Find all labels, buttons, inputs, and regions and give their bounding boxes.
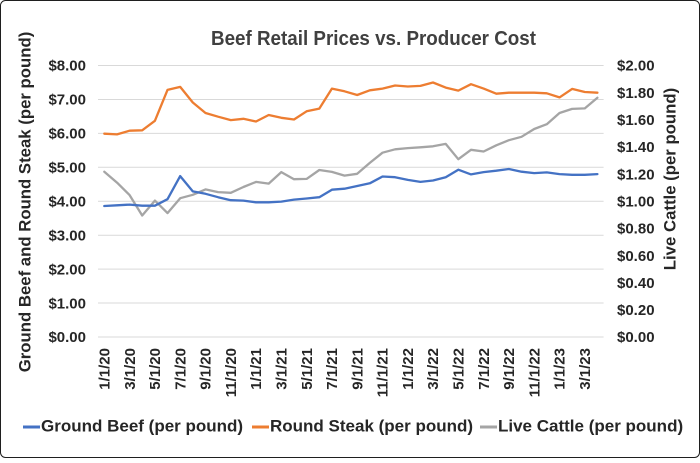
svg-text:5/1/21: 5/1/21 — [299, 348, 316, 390]
svg-text:Beef Retail Prices vs. Produce: Beef Retail Prices vs. Producer Cost — [211, 28, 536, 50]
svg-text:3/1/23: 3/1/23 — [577, 348, 594, 390]
svg-text:$0.00: $0.00 — [48, 329, 86, 346]
svg-text:7/1/21: 7/1/21 — [324, 348, 341, 390]
svg-text:11/1/20: 11/1/20 — [223, 348, 240, 397]
svg-text:$4.00: $4.00 — [48, 193, 86, 210]
svg-text:$0.40: $0.40 — [617, 275, 655, 292]
svg-text:$1.20: $1.20 — [617, 166, 655, 183]
svg-text:Ground Beef (per pound): Ground Beef (per pound) — [41, 417, 243, 436]
svg-text:Live Cattle (per pound): Live Cattle (per pound) — [661, 88, 680, 270]
svg-text:$0.00: $0.00 — [617, 329, 655, 346]
svg-text:7/1/22: 7/1/22 — [476, 348, 493, 390]
svg-text:Round Steak (per pound): Round Steak (per pound) — [270, 417, 473, 436]
svg-text:$0.80: $0.80 — [617, 221, 655, 238]
svg-text:$1.60: $1.60 — [617, 112, 655, 129]
svg-text:$3.00: $3.00 — [48, 227, 86, 244]
svg-text:9/1/20: 9/1/20 — [198, 348, 215, 390]
svg-text:1/1/23: 1/1/23 — [552, 348, 569, 390]
svg-text:$2.00: $2.00 — [617, 58, 655, 75]
svg-text:11/1/22: 11/1/22 — [526, 348, 543, 397]
svg-text:$1.00: $1.00 — [617, 193, 655, 210]
svg-text:1/1/21: 1/1/21 — [248, 348, 265, 390]
svg-text:$8.00: $8.00 — [48, 58, 86, 75]
svg-text:7/1/20: 7/1/20 — [172, 348, 189, 390]
svg-text:9/1/21: 9/1/21 — [349, 348, 366, 390]
svg-text:3/1/21: 3/1/21 — [274, 348, 291, 390]
svg-text:5/1/20: 5/1/20 — [147, 348, 164, 390]
svg-text:1/1/22: 1/1/22 — [400, 348, 417, 390]
svg-text:$2.00: $2.00 — [48, 261, 86, 278]
svg-text:3/1/22: 3/1/22 — [425, 348, 442, 390]
svg-text:1/1/20: 1/1/20 — [97, 348, 114, 390]
svg-text:$1.00: $1.00 — [48, 295, 86, 312]
svg-text:$5.00: $5.00 — [48, 160, 86, 177]
svg-text:9/1/22: 9/1/22 — [501, 348, 518, 390]
svg-text:$0.20: $0.20 — [617, 302, 655, 319]
svg-text:$1.80: $1.80 — [617, 85, 655, 102]
svg-text:$7.00: $7.00 — [48, 92, 86, 109]
svg-text:$6.00: $6.00 — [48, 126, 86, 143]
svg-text:$1.40: $1.40 — [617, 139, 655, 156]
svg-text:$0.60: $0.60 — [617, 248, 655, 265]
svg-text:3/1/20: 3/1/20 — [122, 348, 139, 390]
svg-text:11/1/21: 11/1/21 — [375, 348, 392, 397]
svg-text:Ground Beef and Round Steak (p: Ground Beef and Round Steak (per pound) — [16, 32, 35, 373]
svg-text:5/1/22: 5/1/22 — [451, 348, 468, 390]
svg-text:Live Cattle (per pound): Live Cattle (per pound) — [498, 417, 683, 436]
